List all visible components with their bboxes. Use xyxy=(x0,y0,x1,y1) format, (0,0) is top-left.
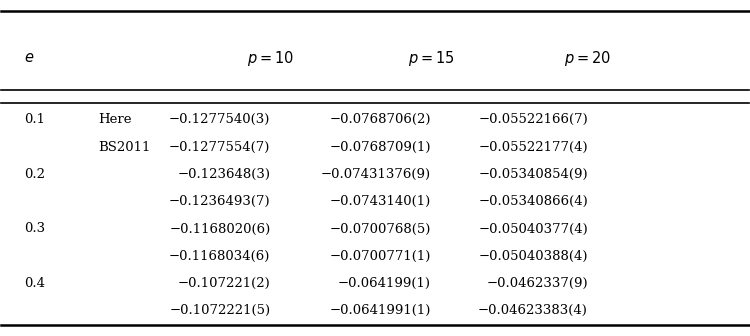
Text: −0.0743140(1): −0.0743140(1) xyxy=(330,195,431,208)
Text: −0.0462337(9): −0.0462337(9) xyxy=(486,277,588,290)
Text: −0.05040388(4): −0.05040388(4) xyxy=(478,250,588,263)
Text: −0.1168020(6): −0.1168020(6) xyxy=(170,222,271,236)
Text: −0.05522166(7): −0.05522166(7) xyxy=(478,113,588,126)
Text: 0.4: 0.4 xyxy=(24,277,45,290)
Text: 0.1: 0.1 xyxy=(24,113,45,126)
Text: −0.0768706(2): −0.0768706(2) xyxy=(329,113,431,126)
Text: −0.1277540(3): −0.1277540(3) xyxy=(169,113,271,126)
Text: −0.04623383(4): −0.04623383(4) xyxy=(478,304,588,318)
Text: −0.07431376(9): −0.07431376(9) xyxy=(321,168,431,181)
Text: −0.0700771(1): −0.0700771(1) xyxy=(330,250,431,263)
Text: −0.0768709(1): −0.0768709(1) xyxy=(329,140,431,154)
Text: Here: Here xyxy=(98,113,132,126)
Text: BS2011: BS2011 xyxy=(98,140,151,154)
Text: −0.107221(2): −0.107221(2) xyxy=(178,277,271,290)
Text: −0.0641991(1): −0.0641991(1) xyxy=(330,304,431,318)
Text: 0.2: 0.2 xyxy=(24,168,45,181)
Text: 0.3: 0.3 xyxy=(24,222,45,236)
Text: −0.05522177(4): −0.05522177(4) xyxy=(478,140,588,154)
Text: −0.1277554(7): −0.1277554(7) xyxy=(169,140,271,154)
Text: −0.05040377(4): −0.05040377(4) xyxy=(478,222,588,236)
Text: −0.1168034(6): −0.1168034(6) xyxy=(169,250,271,263)
Text: $\mathit{p} = 20$: $\mathit{p} = 20$ xyxy=(565,48,611,68)
Text: −0.05340866(4): −0.05340866(4) xyxy=(478,195,588,208)
Text: −0.064199(1): −0.064199(1) xyxy=(338,277,431,290)
Text: $e$: $e$ xyxy=(24,51,34,65)
Text: −0.1072221(5): −0.1072221(5) xyxy=(170,304,271,318)
Text: −0.123648(3): −0.123648(3) xyxy=(178,168,271,181)
Text: $\mathit{p} = 10$: $\mathit{p} = 10$ xyxy=(247,48,294,68)
Text: −0.1236493(7): −0.1236493(7) xyxy=(169,195,271,208)
Text: −0.05340854(9): −0.05340854(9) xyxy=(478,168,588,181)
Text: $\mathit{p} = 15$: $\mathit{p} = 15$ xyxy=(408,48,454,68)
Text: −0.0700768(5): −0.0700768(5) xyxy=(330,222,431,236)
